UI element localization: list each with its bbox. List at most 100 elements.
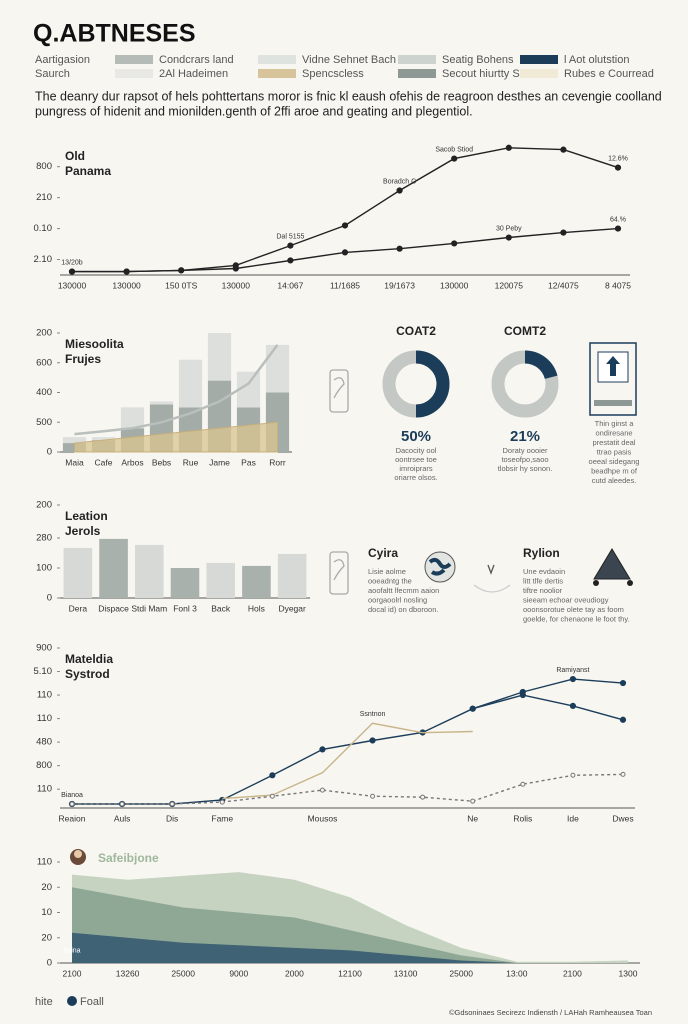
avatar-face bbox=[74, 850, 82, 858]
point bbox=[169, 801, 175, 807]
x-tick-label: 150 0TS bbox=[165, 280, 197, 290]
y-tick-label: 900 bbox=[36, 643, 52, 654]
legend-label: Secout hiurtty Sad bbox=[442, 68, 532, 80]
legend-label: Seatig Bohens bbox=[442, 54, 514, 66]
point bbox=[614, 225, 622, 232]
point bbox=[505, 234, 512, 241]
chart-subtitle: Frujes bbox=[65, 352, 101, 366]
x-tick-label: 25000 bbox=[449, 968, 473, 978]
bar bbox=[63, 547, 93, 598]
x-tick-label: 19/1673 bbox=[384, 280, 415, 290]
x-tick-label: Dispace bbox=[98, 603, 129, 613]
y-tick-label: 400 bbox=[36, 387, 52, 398]
legend-swatch bbox=[520, 55, 558, 64]
point bbox=[420, 794, 426, 800]
card-text: beadhpe m of bbox=[591, 466, 638, 475]
x-tick-label: 2100 bbox=[63, 968, 82, 978]
icon-dot bbox=[627, 580, 633, 586]
point bbox=[287, 242, 294, 249]
line-series bbox=[472, 694, 624, 721]
x-tick-label: Fame bbox=[211, 813, 233, 823]
line-series bbox=[74, 344, 279, 436]
y-tick-label: 800 bbox=[36, 161, 52, 172]
legend-label: Spencscless bbox=[302, 68, 364, 80]
chart-subtitle: Systrod bbox=[65, 667, 110, 681]
chart-title: Leation bbox=[65, 509, 108, 523]
icon-faint bbox=[333, 559, 345, 581]
caption: oriarre olsos. bbox=[394, 473, 437, 482]
caption: Doraty oooier bbox=[502, 446, 548, 455]
legend-swatch bbox=[258, 69, 296, 78]
card-text: oorgaoolrl nosling bbox=[368, 595, 427, 604]
bar bbox=[99, 538, 128, 598]
card-text: aoofaltt lfecmm aaion bbox=[368, 586, 439, 595]
icon-faint bbox=[333, 377, 345, 399]
x-tick-label: Hols bbox=[248, 603, 265, 613]
page-title: Q.ABTNESES bbox=[33, 20, 196, 48]
card-text: oeeal sidegang bbox=[589, 457, 640, 466]
x-tick-label: Mousos bbox=[308, 813, 338, 823]
y-tick-label: 10 bbox=[41, 907, 52, 918]
point bbox=[451, 155, 458, 162]
x-tick-label: 11/1685 bbox=[330, 280, 360, 290]
caption: Dacocity ool bbox=[396, 446, 437, 455]
bar bbox=[135, 544, 164, 598]
point bbox=[619, 716, 627, 723]
legend-swatch bbox=[258, 55, 296, 64]
bar bbox=[242, 565, 271, 598]
bar-segment bbox=[236, 371, 261, 408]
y-tick-label: 0 bbox=[47, 958, 52, 969]
annotation: Ramiyanst bbox=[556, 667, 589, 674]
annotation: Ssntnon bbox=[360, 711, 386, 718]
y-tick-label: 800 bbox=[36, 760, 52, 771]
card-text: Thin ginst a bbox=[595, 419, 635, 428]
card-text: ttrao pasis bbox=[597, 447, 632, 456]
card-text: tiftre noolior bbox=[523, 586, 563, 595]
point bbox=[370, 793, 376, 799]
x-tick-label: 25000 bbox=[171, 968, 195, 978]
card-text: goelde, for chenaone le foot thy. bbox=[523, 614, 630, 623]
bar-segment bbox=[265, 344, 290, 393]
point bbox=[396, 187, 403, 194]
caption: imroiprars bbox=[399, 464, 433, 473]
caption: toseofpo,saoo bbox=[501, 455, 548, 464]
x-tick-label: 130000 bbox=[440, 280, 469, 290]
legend-swatch bbox=[115, 55, 153, 64]
point bbox=[620, 771, 626, 777]
icon-arrow bbox=[487, 564, 495, 575]
bar bbox=[277, 553, 307, 598]
point bbox=[341, 222, 349, 229]
y-tick-label: 0 bbox=[47, 447, 52, 458]
x-tick-label: 130000 bbox=[222, 280, 251, 290]
legend-label: Saurch bbox=[35, 68, 70, 80]
x-tick-label: Rorr bbox=[269, 457, 286, 467]
point bbox=[232, 265, 239, 272]
point bbox=[219, 799, 225, 805]
point bbox=[569, 675, 577, 683]
y-tick-label: 110 bbox=[37, 690, 52, 701]
card-text: cutd aleedes. bbox=[592, 476, 637, 485]
x-tick-label: 2000 bbox=[285, 968, 304, 978]
line-series bbox=[72, 773, 624, 805]
card-text: litt tlfe dertis bbox=[523, 576, 563, 585]
y-tick-label: 600 bbox=[36, 357, 52, 368]
icon-arc bbox=[473, 584, 511, 593]
annotation: Boradch C bbox=[383, 178, 416, 185]
icon-bar bbox=[594, 400, 632, 406]
y-tick-label: 110 bbox=[37, 784, 52, 795]
card-text: ooeadntg the bbox=[368, 576, 412, 585]
x-tick-label: 9000 bbox=[229, 968, 248, 978]
icons bbox=[329, 369, 511, 595]
x-tick-label: Jame bbox=[209, 457, 230, 467]
y-tick-label: 110 bbox=[37, 857, 52, 868]
legend-label: 2Al Hadeimen bbox=[159, 68, 228, 80]
point bbox=[319, 787, 325, 793]
x-tick-label: 2100 bbox=[563, 968, 582, 978]
legend-swatch bbox=[115, 69, 153, 78]
y-tick-label: 0.10 bbox=[34, 223, 53, 234]
chart-subtitle: Jerols bbox=[65, 524, 101, 538]
point bbox=[341, 249, 349, 256]
point bbox=[569, 702, 577, 709]
y-tick-label: 280 bbox=[36, 533, 52, 544]
x-tick-label: Cafe bbox=[95, 457, 113, 467]
